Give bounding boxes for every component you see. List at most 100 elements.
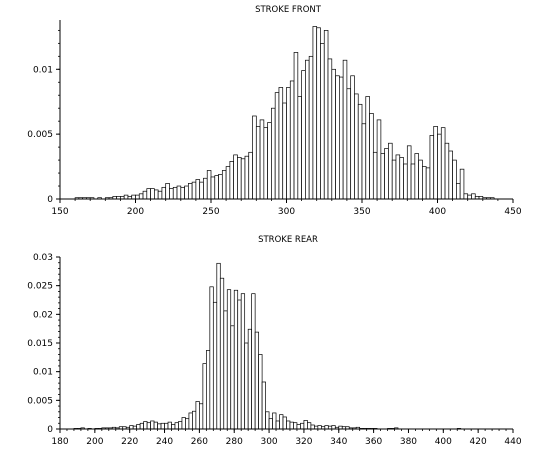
x-tick-label: 420 [470, 437, 487, 447]
histogram-bar [143, 421, 148, 430]
x-tick-label: 180 [51, 437, 68, 447]
histogram-bar [161, 186, 167, 200]
histogram-bar [418, 159, 423, 200]
histogram-bar [354, 93, 359, 200]
x-tick-label: 340 [330, 437, 347, 447]
x-tick-label: 280 [226, 437, 243, 447]
histogram-bar [305, 59, 310, 200]
histogram-bar [157, 190, 163, 200]
histogram-bar [174, 422, 179, 430]
histogram-bar [278, 87, 284, 200]
histogram-bar [279, 414, 284, 430]
histogram-bar [331, 68, 336, 200]
histogram-bar [317, 425, 322, 430]
histogram-bar [233, 154, 238, 200]
histogram-bar [192, 410, 197, 430]
x-tick-label: 300 [260, 437, 277, 447]
x-tick-label: 380 [400, 437, 417, 447]
histogram-bar [271, 107, 276, 200]
histogram-bar [327, 58, 333, 200]
histogram-bar [223, 310, 228, 430]
histogram-bar [135, 194, 140, 200]
histogram-bar [448, 150, 453, 200]
histogram-bar [230, 325, 235, 430]
histogram-bar [171, 424, 176, 430]
histogram-bar [178, 421, 183, 430]
stroke-rear-title: STROKE REAR [258, 235, 318, 245]
histogram-bar [399, 157, 404, 200]
x-tick-label: 300 [278, 207, 295, 217]
histogram-bar [263, 127, 268, 200]
x-tick-label: 240 [156, 437, 173, 447]
histogram-bar [219, 277, 225, 430]
histogram-bar [444, 142, 450, 200]
histogram-bar [195, 401, 200, 430]
y-tick-label: 0 [47, 195, 53, 205]
histogram-bar [195, 179, 201, 200]
histogram-bar [380, 153, 386, 200]
y-tick-label: 0 [47, 425, 53, 435]
histogram-bar [293, 52, 299, 200]
histogram-bar [414, 153, 419, 200]
histogram-bar [410, 163, 416, 200]
histogram-bar [369, 113, 374, 200]
histogram-bar [218, 174, 223, 200]
histogram-bar [422, 166, 427, 200]
x-tick-label: 260 [191, 437, 208, 447]
histogram-bar [463, 193, 469, 200]
histogram-bar [376, 119, 382, 200]
histogram-bar [216, 262, 221, 430]
histogram-bar [131, 194, 136, 200]
x-tick-label: 350 [353, 207, 370, 217]
histogram-bar [254, 331, 259, 430]
y-tick-label: 0.025 [27, 282, 53, 292]
histogram-bar [440, 127, 446, 200]
histogram-bar [289, 80, 295, 200]
histogram-bar [154, 189, 159, 200]
histogram-bar [300, 422, 305, 430]
histogram-bar [150, 188, 155, 200]
x-tick-label: 200 [86, 437, 103, 447]
y-tick-label: 0.005 [27, 396, 53, 406]
histogram-bar [286, 420, 291, 430]
histogram-bar [297, 96, 302, 200]
histogram-bar [226, 289, 232, 430]
histogram-bar [172, 186, 178, 200]
histogram-bar [339, 76, 344, 200]
histogram-bar [184, 185, 189, 200]
histogram-bar [167, 421, 172, 430]
histogram-bars [74, 26, 495, 200]
histogram-bar [129, 425, 134, 430]
histogram-bar [139, 422, 144, 430]
histogram-bar [259, 119, 265, 200]
histogram-bar [181, 417, 186, 430]
histogram-bar [146, 422, 151, 430]
histogram-bar [429, 135, 435, 200]
histogram-bar [433, 126, 438, 200]
histogram-bar [138, 193, 144, 200]
histogram-bar [203, 177, 208, 200]
histogram-bar [221, 170, 227, 200]
histogram-bar [206, 170, 212, 200]
histogram-bar [316, 27, 321, 200]
y-tick-label: 0.03 [33, 253, 53, 263]
histogram-bar [467, 194, 472, 200]
histogram-bar [323, 30, 329, 200]
histogram-bar [225, 166, 231, 200]
histogram-bar [210, 176, 216, 200]
stroke-front-histogram: STROKE FRONT 150 200 250 300 350 400 450 0 0.005… [27, 5, 522, 217]
histogram-bar [261, 381, 266, 430]
histogram-bar [247, 328, 252, 430]
histogram-bar [346, 88, 352, 200]
histogram-bar [365, 96, 370, 200]
y-tick-label: 0.01 [33, 65, 53, 75]
histogram-bar [233, 289, 239, 430]
histogram-bar [301, 70, 306, 200]
x-tick-label: 150 [51, 207, 68, 217]
histogram-bar [308, 55, 314, 200]
x-tick-label: 400 [429, 207, 446, 217]
histogram-bar [456, 183, 461, 200]
histogram-bar [214, 175, 219, 200]
histogram-bar [244, 342, 249, 430]
histogram-bar [312, 26, 318, 200]
